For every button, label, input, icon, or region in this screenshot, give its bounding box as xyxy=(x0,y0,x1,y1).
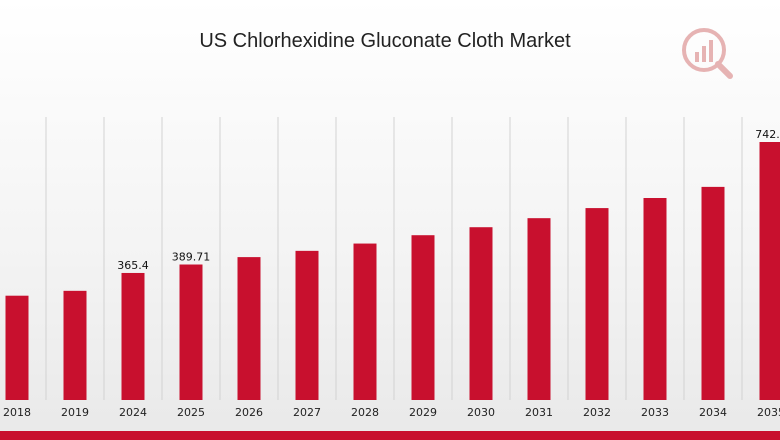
brand-logo-icon xyxy=(682,28,733,79)
bar-2025 xyxy=(179,264,203,400)
data-label-2024: 365.4 xyxy=(117,259,149,272)
x-tick-2024: 2024 xyxy=(119,406,147,419)
chart-title: US Chlorhexidine Gluconate Cloth Market xyxy=(199,30,571,52)
bar-2024 xyxy=(121,272,145,400)
bar-2034 xyxy=(701,186,725,400)
bar-2032 xyxy=(585,208,609,400)
x-tick-2019: 2019 xyxy=(61,406,89,419)
x-axis-ticks: 2018 2019 2024 2025 2026 2027 2028 2029 2030 2031… xyxy=(3,406,780,419)
data-label-2035: 742.1 xyxy=(755,128,780,141)
gridlines xyxy=(45,117,743,400)
bars xyxy=(5,142,780,400)
bar-2031 xyxy=(527,218,551,400)
x-tick-2032: 2032 xyxy=(583,406,611,419)
bar-2033 xyxy=(643,198,667,400)
bar-2029 xyxy=(411,235,435,400)
x-tick-2028: 2028 xyxy=(351,406,379,419)
x-tick-2029: 2029 xyxy=(409,406,437,419)
bar-2027 xyxy=(295,250,319,400)
x-tick-2018: 2018 xyxy=(3,406,31,419)
x-tick-2034: 2034 xyxy=(699,406,727,419)
x-tick-2026: 2026 xyxy=(235,406,263,419)
bottom-accent-band xyxy=(0,431,780,440)
bar-2028 xyxy=(353,243,377,400)
x-tick-2031: 2031 xyxy=(525,406,553,419)
bar-2030 xyxy=(469,227,493,400)
bar-2026 xyxy=(237,257,261,400)
x-tick-2027: 2027 xyxy=(293,406,321,419)
data-labels: 365.4 389.71 742.1 xyxy=(117,128,780,272)
bar-2019 xyxy=(63,290,87,400)
x-tick-2035: 2035 xyxy=(757,406,780,419)
bar-2035 xyxy=(759,142,780,400)
data-label-2025: 389.71 xyxy=(172,251,211,264)
x-tick-2033: 2033 xyxy=(641,406,669,419)
x-tick-2030: 2030 xyxy=(467,406,495,419)
x-tick-2025: 2025 xyxy=(177,406,205,419)
bar-2018 xyxy=(5,295,29,400)
